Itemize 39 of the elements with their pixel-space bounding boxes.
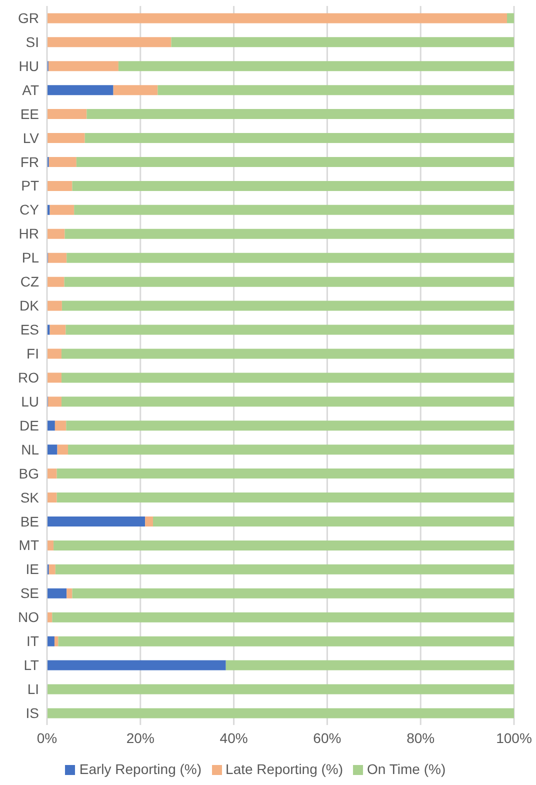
y-tick-label: HR bbox=[18, 226, 39, 242]
y-tick-label: GR bbox=[18, 10, 39, 26]
y-tick-label: LI bbox=[27, 681, 39, 698]
y-tick-label: EE bbox=[20, 106, 39, 122]
x-tick-label: 0% bbox=[36, 730, 58, 746]
y-tick-label: BG bbox=[18, 465, 39, 482]
y-tick-label: SI bbox=[26, 34, 39, 50]
y-tick-label: HU bbox=[18, 58, 39, 74]
y-tick-label: NO bbox=[18, 609, 40, 626]
legend-label: Late Reporting (%) bbox=[226, 761, 344, 777]
y-tick-label: SK bbox=[20, 489, 40, 506]
y-tick-label: FR bbox=[20, 154, 39, 170]
y-tick-label: AT bbox=[22, 82, 40, 98]
y-tick-label: IE bbox=[26, 561, 39, 578]
y-tick-label: PT bbox=[21, 178, 40, 194]
y-tick-label: LU bbox=[21, 393, 39, 410]
y-tick-label: LT bbox=[24, 657, 40, 674]
y-tick-label: FI bbox=[26, 345, 39, 362]
y-tick-label: NL bbox=[21, 441, 40, 458]
y-tick-label: DE bbox=[20, 417, 39, 434]
x-tick-label: 100% bbox=[496, 730, 532, 746]
y-tick-label: CZ bbox=[20, 274, 40, 290]
y-tick-label: IT bbox=[26, 633, 40, 650]
x-tick-label: 20% bbox=[126, 730, 154, 746]
y-tick-label: RO bbox=[18, 369, 40, 386]
y-tick-label: CY bbox=[20, 202, 40, 218]
y-tick-label: LV bbox=[22, 130, 40, 146]
y-tick-label: BE bbox=[20, 513, 39, 530]
x-tick-label: 60% bbox=[313, 730, 342, 746]
y-tick-label: MT bbox=[18, 537, 40, 554]
y-tick-label: IS bbox=[26, 704, 39, 721]
legend-label: On Time (%) bbox=[367, 761, 446, 777]
y-tick-label: SE bbox=[20, 585, 39, 602]
y-tick-label: ES bbox=[20, 322, 39, 338]
legend-label: Early Reporting (%) bbox=[79, 761, 202, 777]
x-tick-label: 80% bbox=[406, 730, 435, 746]
y-tick-label: PL bbox=[22, 250, 40, 266]
x-tick-label: 40% bbox=[220, 730, 248, 746]
y-tick-label: DK bbox=[20, 298, 40, 314]
